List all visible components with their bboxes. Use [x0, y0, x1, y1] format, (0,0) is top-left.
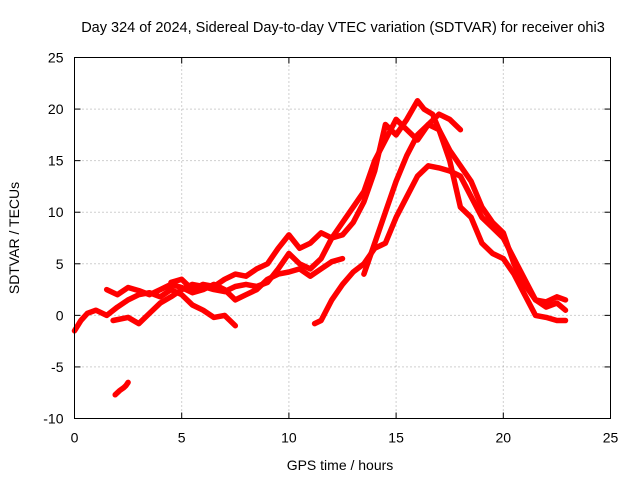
- plot-frame: [74, 57, 611, 419]
- data-traces: [71, 98, 569, 398]
- x-tick-label: 10: [281, 430, 297, 446]
- x-tick-label: 15: [388, 430, 404, 446]
- y-tick-label: 5: [56, 256, 64, 272]
- y-tick-label: 25: [48, 50, 64, 66]
- y-tick-label: 15: [48, 153, 64, 169]
- y-tick-label: -5: [51, 359, 64, 375]
- x-axis-label: GPS time / hours: [287, 457, 394, 473]
- chart-title: Day 324 of 2024, Sidereal Day-to-day VTE…: [81, 20, 605, 36]
- series-line-trace-7: [112, 379, 131, 398]
- y-axis-label: SDTVAR / TECUs: [6, 182, 22, 294]
- x-tick-label: 5: [178, 430, 186, 446]
- x-tick-label: 0: [71, 430, 79, 446]
- x-tick-label: 25: [603, 430, 619, 446]
- y-tick-label: 0: [56, 307, 64, 323]
- x-tick-label: 20: [496, 430, 512, 446]
- series-line-trace-6: [361, 121, 569, 324]
- grid: [74, 57, 611, 419]
- y-tick-label: 20: [48, 101, 64, 117]
- series-line-trace-5: [311, 163, 569, 327]
- series-line-trace-4: [168, 98, 569, 305]
- y-tick-label: 10: [48, 204, 64, 220]
- y-tick-label: -10: [43, 411, 63, 427]
- axis-ticks: 0 5 10 15 20 25 -10 -5 0 5 10 15 20 25: [43, 50, 618, 446]
